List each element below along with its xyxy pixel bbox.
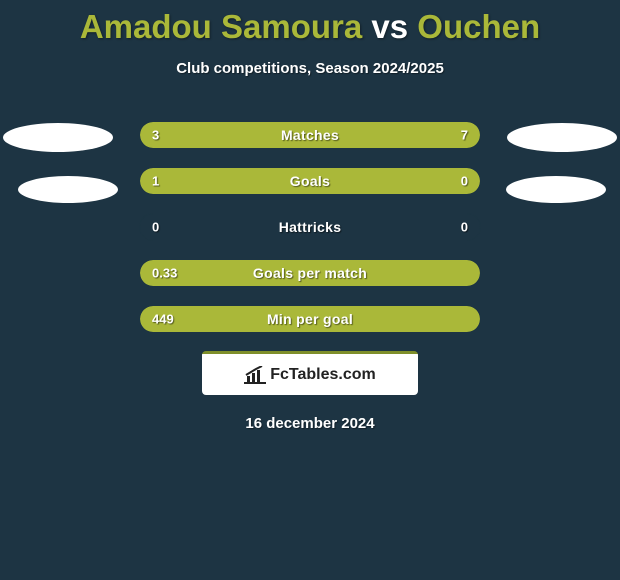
stat-value-left: 1 xyxy=(152,174,159,189)
subtitle: Club competitions, Season 2024/2025 xyxy=(0,60,620,77)
stat-bar: 0.33 Goals per match xyxy=(139,259,481,287)
stat-label: Min per goal xyxy=(267,311,353,327)
title-vs: vs xyxy=(371,8,408,45)
avatar-player2-mid xyxy=(506,176,606,203)
stat-value-right: 7 xyxy=(461,128,468,143)
stat-label: Goals xyxy=(290,173,330,189)
stat-bar: 3 Matches 7 xyxy=(139,121,481,149)
stat-value-left: 449 xyxy=(152,312,174,327)
stat-bar: 0 Hattricks 0 xyxy=(139,213,481,241)
avatar-player1-top xyxy=(3,123,113,152)
stat-bar: 449 Min per goal xyxy=(139,305,481,333)
stat-bar: 1 Goals 0 xyxy=(139,167,481,195)
stat-label: Hattricks xyxy=(279,219,342,235)
brand-text: FcTables.com xyxy=(270,366,376,384)
title-player1: Amadou Samoura xyxy=(80,8,362,45)
page-title: Amadou Samoura vs Ouchen xyxy=(0,0,620,46)
avatar-player1-mid xyxy=(18,176,118,203)
avatar-player2-top xyxy=(507,123,617,152)
stat-value-right: 0 xyxy=(461,174,468,189)
stats-bars: 3 Matches 7 1 Goals 0 0 Hattricks 0 0.33 Goals per… xyxy=(139,121,481,333)
stat-value-left: 3 xyxy=(152,128,159,143)
stat-value-left: 0.33 xyxy=(152,266,177,281)
title-player2: Ouchen xyxy=(417,8,540,45)
stat-label: Matches xyxy=(281,127,339,143)
stat-value-right: 0 xyxy=(461,220,468,235)
stat-value-left: 0 xyxy=(152,220,159,235)
date-label: 16 december 2024 xyxy=(0,415,620,432)
brand-badge: FcTables.com xyxy=(202,351,418,395)
stat-label: Goals per match xyxy=(253,265,367,281)
chart-icon xyxy=(244,366,266,384)
